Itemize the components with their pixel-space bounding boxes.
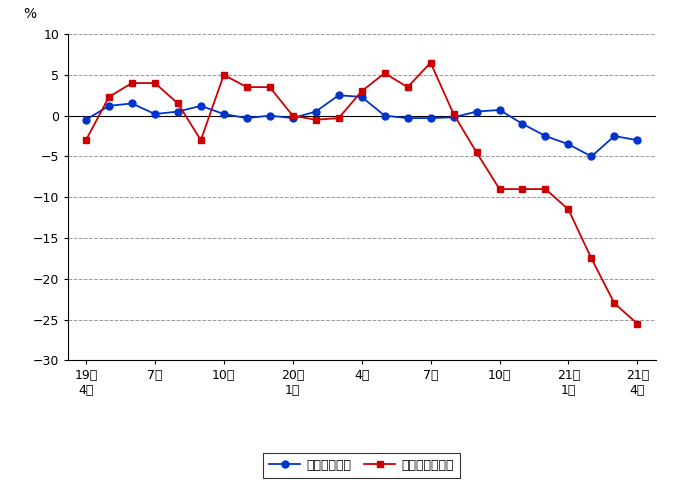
総実労働時間 <box>174 109 182 114</box>
所定外労働時間 <box>174 100 182 106</box>
所定外労働時間 <box>151 80 159 86</box>
所定外労働時間 <box>541 186 550 192</box>
総実労働時間 <box>610 133 619 139</box>
総実労働時間 <box>358 94 366 100</box>
総実労働時間 <box>220 111 228 117</box>
所定外労働時間 <box>381 70 389 76</box>
所定外労働時間 <box>587 256 596 262</box>
総実労働時間 <box>427 115 435 121</box>
所定外労働時間 <box>220 72 228 78</box>
所定外労働時間 <box>105 94 113 100</box>
総実労働時間 <box>450 114 458 120</box>
総実労働時間 <box>633 137 642 143</box>
Text: %: % <box>24 7 37 21</box>
総実労働時間 <box>564 141 573 147</box>
総実労働時間 <box>266 112 274 118</box>
総実労働時間 <box>289 115 297 121</box>
Line: 所定外労働時間: 所定外労働時間 <box>82 59 641 327</box>
総実労働時間 <box>312 109 320 114</box>
総実労働時間 <box>197 103 205 109</box>
所定外労働時間 <box>266 84 274 90</box>
所定外労働時間 <box>427 60 435 66</box>
総実労働時間 <box>541 133 550 139</box>
所定外労働時間 <box>335 115 343 121</box>
所定外労働時間 <box>128 80 136 86</box>
総実労働時間 <box>587 153 596 159</box>
総実労働時間 <box>473 109 481 114</box>
総実労働時間 <box>404 115 412 121</box>
所定外労働時間 <box>633 321 642 327</box>
所定外労働時間 <box>82 137 90 143</box>
総実労働時間 <box>243 115 251 121</box>
所定外労働時間 <box>450 111 458 117</box>
総実労働時間 <box>335 93 343 98</box>
所定外労働時間 <box>518 186 527 192</box>
Line: 総実労働時間: 総実労働時間 <box>82 92 641 160</box>
所定外労働時間 <box>312 117 320 123</box>
Legend: 総実労働時間, 所定外労働時間: 総実労働時間, 所定外労働時間 <box>263 452 460 478</box>
総実労働時間 <box>496 107 504 113</box>
総実労働時間 <box>518 121 527 127</box>
総実労働時間 <box>82 117 90 123</box>
所定外労働時間 <box>289 112 297 118</box>
所定外労働時間 <box>197 137 205 143</box>
所定外労働時間 <box>243 84 251 90</box>
所定外労働時間 <box>358 88 366 94</box>
所定外労働時間 <box>404 84 412 90</box>
所定外労働時間 <box>496 186 504 192</box>
総実労働時間 <box>381 112 389 118</box>
総実労働時間 <box>105 103 113 109</box>
所定外労働時間 <box>564 206 573 212</box>
総実労働時間 <box>151 111 159 117</box>
所定外労働時間 <box>610 300 619 306</box>
所定外労働時間 <box>473 150 481 155</box>
総実労働時間 <box>128 100 136 106</box>
